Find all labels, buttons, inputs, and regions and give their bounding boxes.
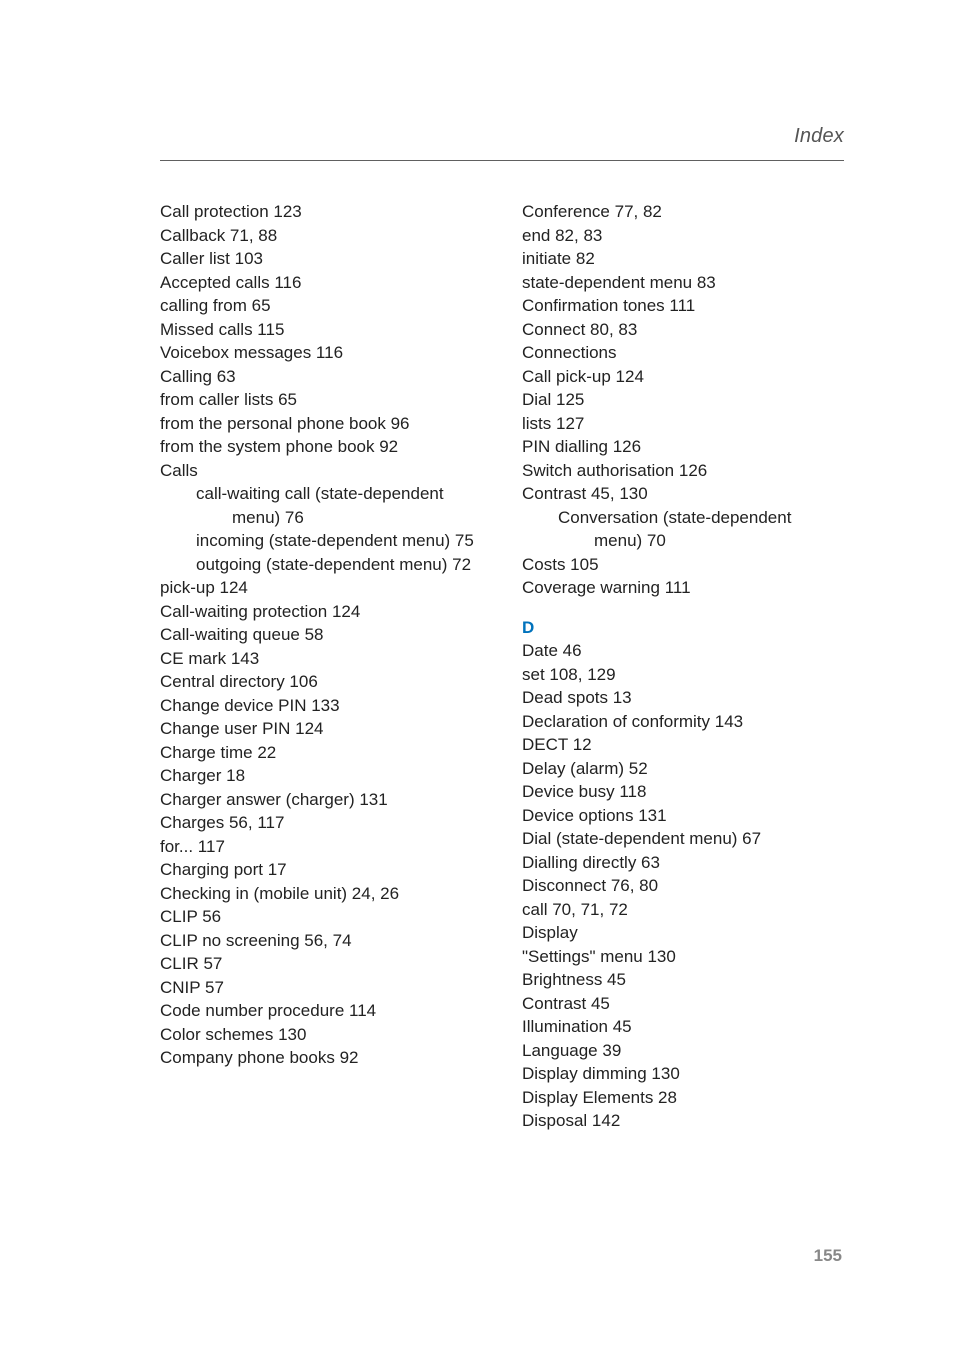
index-entry: calling from 65: [160, 294, 482, 318]
index-entry: Accepted calls 116: [160, 271, 482, 295]
index-entry: CNIP 57: [160, 976, 482, 1000]
index-entry: Confirmation tones 111: [522, 294, 844, 318]
index-entry: Device options 131: [522, 804, 844, 828]
index-entry: CLIP no screening 56, 74: [160, 929, 482, 953]
index-entry: Charges 56, 117: [160, 811, 482, 835]
index-entry: Declaration of conformity 143: [522, 710, 844, 734]
index-entry: Change device PIN 133: [160, 694, 482, 718]
running-head: Index: [794, 125, 844, 148]
index-entry: Caller list 103: [160, 247, 482, 271]
index-entry: incoming (state-dependent menu) 75: [160, 529, 482, 553]
index-entry: Color schemes 130: [160, 1023, 482, 1047]
index-right-column: Conference 77, 82end 82, 83initiate 82st…: [522, 200, 844, 1133]
index-entry: Calls: [160, 459, 482, 483]
index-entry: Checking in (mobile unit) 24, 26: [160, 882, 482, 906]
index-entry: DECT 12: [522, 733, 844, 757]
index-entry: CLIP 56: [160, 905, 482, 929]
index-entry: Dial (state-dependent menu) 67: [522, 827, 844, 851]
index-entry: Dialling directly 63: [522, 851, 844, 875]
index-entry: Central directory 106: [160, 670, 482, 694]
index-entry: state-dependent menu 83: [522, 271, 844, 295]
index-entry: outgoing (state-dependent menu) 72: [160, 553, 482, 577]
index-entry: Charging port 17: [160, 858, 482, 882]
index-entry: set 108, 129: [522, 663, 844, 687]
index-entry: call 70, 71, 72: [522, 898, 844, 922]
index-entry: Delay (alarm) 52: [522, 757, 844, 781]
index-entry: Coverage warning 111: [522, 576, 844, 600]
index-entry: Charger answer (charger) 131: [160, 788, 482, 812]
index-entry: Change user PIN 124: [160, 717, 482, 741]
index-entry: Costs 105: [522, 553, 844, 577]
index-entry: Display Elements 28: [522, 1086, 844, 1110]
index-entry: Disconnect 76, 80: [522, 874, 844, 898]
index-entry: for... 117: [160, 835, 482, 859]
index-columns: Call protection 123Callback 71, 88Caller…: [160, 200, 844, 1133]
section-letter-d: D: [522, 616, 844, 640]
index-entry: Dial 125: [522, 388, 844, 412]
index-entry: Charge time 22: [160, 741, 482, 765]
page-number: 155: [814, 1246, 842, 1266]
index-entry: Charger 18: [160, 764, 482, 788]
index-entry: Call-waiting protection 124: [160, 600, 482, 624]
index-entry: call-waiting call (state-dependent menu)…: [160, 482, 482, 529]
index-entry: Language 39: [522, 1039, 844, 1063]
index-entry: Code number procedure 114: [160, 999, 482, 1023]
index-left-column: Call protection 123Callback 71, 88Caller…: [160, 200, 482, 1133]
index-entry: Call pick-up 124: [522, 365, 844, 389]
index-entry: Conference 77, 82: [522, 200, 844, 224]
index-entry: Brightness 45: [522, 968, 844, 992]
index-entry: CE mark 143: [160, 647, 482, 671]
index-entry: Dead spots 13: [522, 686, 844, 710]
index-entry: Conversation (state-dependent menu) 70: [522, 506, 844, 553]
index-entry: Device busy 118: [522, 780, 844, 804]
index-entry: Company phone books 92: [160, 1046, 482, 1070]
index-entry: from caller lists 65: [160, 388, 482, 412]
index-entry: Connections: [522, 341, 844, 365]
index-entry: Switch authorisation 126: [522, 459, 844, 483]
index-entry: Date 46: [522, 639, 844, 663]
index-entry: Contrast 45, 130: [522, 482, 844, 506]
index-entry: lists 127: [522, 412, 844, 436]
index-entry: Illumination 45: [522, 1015, 844, 1039]
index-entry: from the system phone book 92: [160, 435, 482, 459]
index-entry: initiate 82: [522, 247, 844, 271]
index-entry: Callback 71, 88: [160, 224, 482, 248]
index-entry: CLIR 57: [160, 952, 482, 976]
index-entry: Missed calls 115: [160, 318, 482, 342]
page: Index Call protection 123Callback 71, 88…: [0, 0, 954, 1351]
index-entry: pick-up 124: [160, 576, 482, 600]
index-entry: Calling 63: [160, 365, 482, 389]
index-entry: Disposal 142: [522, 1109, 844, 1133]
index-entry: from the personal phone book 96: [160, 412, 482, 436]
index-entry: Voicebox messages 116: [160, 341, 482, 365]
index-entry: Call-waiting queue 58: [160, 623, 482, 647]
index-entry: Display dimming 130: [522, 1062, 844, 1086]
index-entry: PIN dialling 126: [522, 435, 844, 459]
index-entry: Contrast 45: [522, 992, 844, 1016]
index-entry: end 82, 83: [522, 224, 844, 248]
index-entry: Display: [522, 921, 844, 945]
header-rule: [160, 160, 844, 161]
index-entry: "Settings" menu 130: [522, 945, 844, 969]
index-entry: Call protection 123: [160, 200, 482, 224]
index-entry: Connect 80, 83: [522, 318, 844, 342]
